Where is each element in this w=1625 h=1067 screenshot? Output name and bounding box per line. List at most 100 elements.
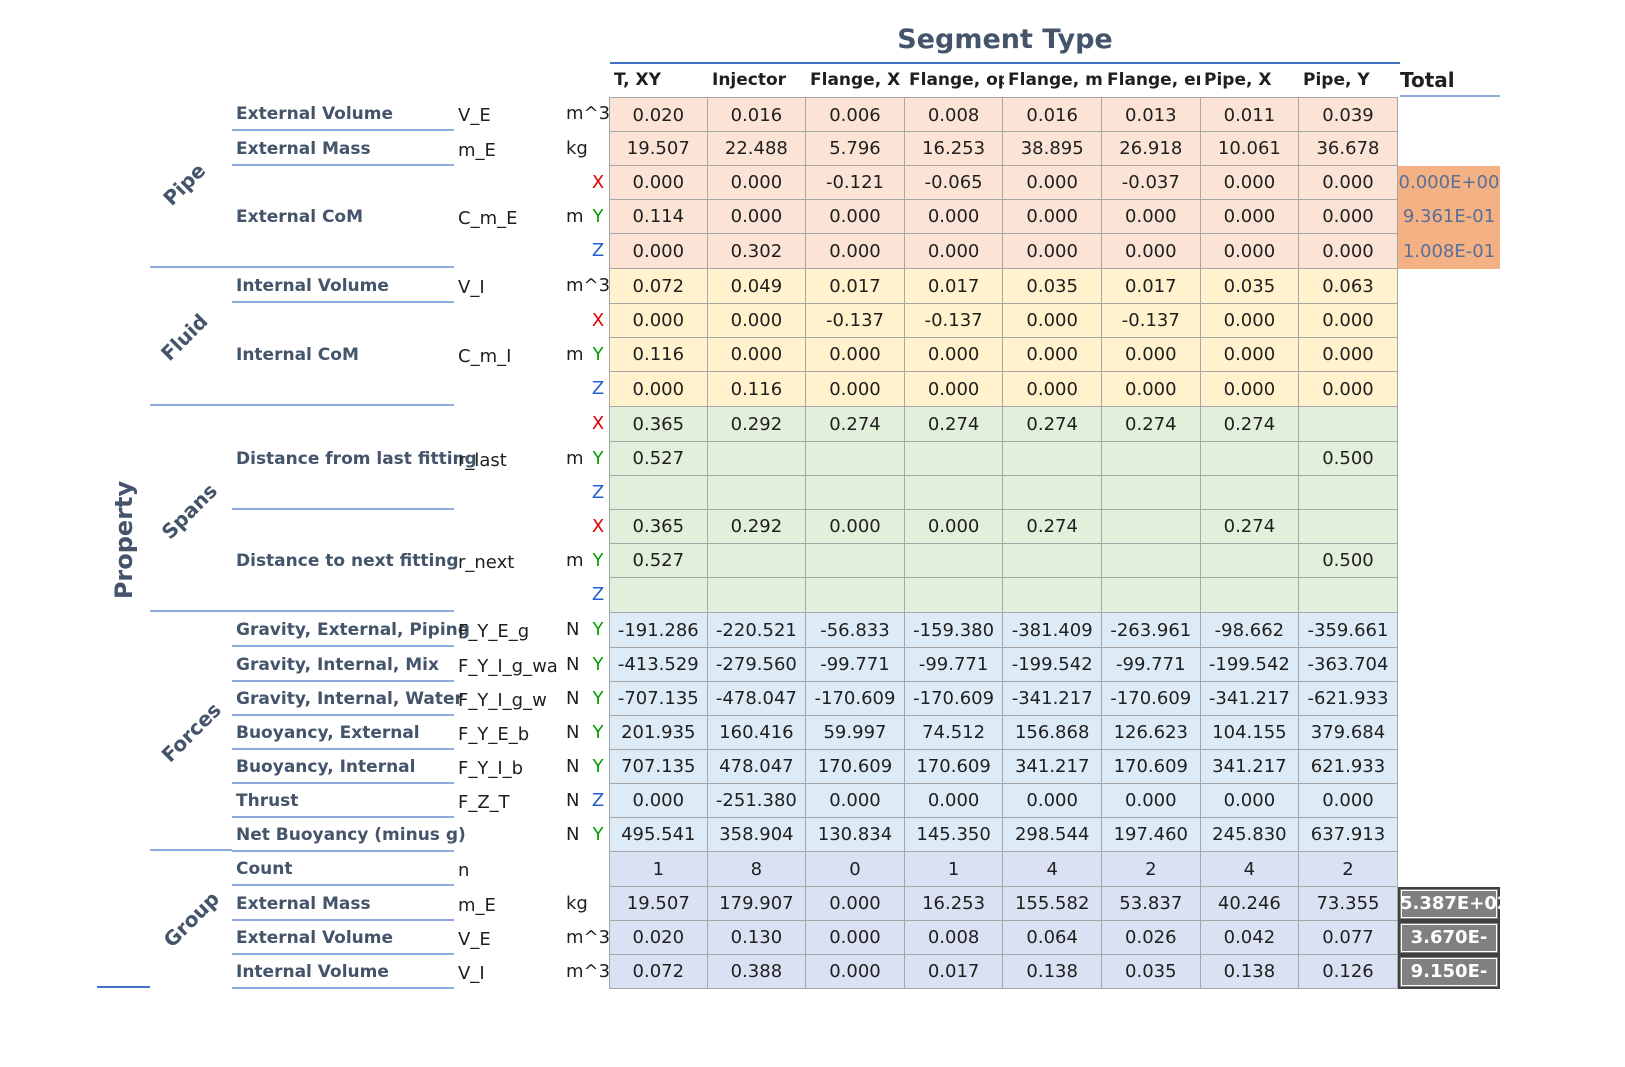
table-cell[interactable] [1003,442,1102,476]
table-cell[interactable]: -170.609 [1102,682,1201,716]
table-cell[interactable]: 0.000 [609,784,708,818]
table-cell[interactable]: 0.035 [1102,955,1201,989]
table-cell[interactable]: 0.274 [806,407,905,442]
table-cell[interactable]: 707.135 [609,750,708,784]
table-cell[interactable]: 0.388 [707,955,807,989]
table-cell[interactable]: 4 [1200,852,1300,887]
table-cell[interactable]: 0.000 [609,304,708,338]
table-cell[interactable] [1299,578,1398,613]
table-cell[interactable] [1299,407,1398,442]
table-cell[interactable]: -170.609 [904,682,1004,716]
table-cell[interactable]: 0.000 [1200,784,1300,818]
table-cell[interactable]: 341.217 [1003,750,1102,784]
table-cell[interactable]: 0 [806,852,905,887]
table-cell[interactable]: -707.135 [609,682,708,716]
table-cell[interactable]: 0.000 [1299,200,1398,234]
table-cell[interactable]: 0.000 [806,784,905,818]
total-cell[interactable]: 0.000E+00 [1398,166,1500,200]
table-cell[interactable]: 0.500 [1299,442,1398,476]
total-cell[interactable]: 9.150E-01 [1398,955,1500,1012]
table-cell[interactable]: 0.000 [1200,338,1300,372]
table-cell[interactable]: 10.061 [1200,132,1300,166]
table-cell[interactable]: 0.064 [1003,921,1102,955]
table-cell[interactable]: 0.274 [1200,510,1300,544]
table-cell[interactable]: -199.542 [1200,648,1300,682]
table-cell[interactable]: 0.000 [1102,338,1201,372]
table-cell[interactable]: 145.350 [904,818,1004,852]
table-cell[interactable]: 0.274 [1003,407,1102,442]
table-cell[interactable]: 36.678 [1299,132,1398,166]
table-cell[interactable]: 0.000 [707,166,807,200]
table-cell[interactable]: -0.137 [904,304,1004,338]
table-cell[interactable]: -341.217 [1003,682,1102,716]
table-cell[interactable]: 16.253 [904,132,1004,166]
table-cell[interactable]: 0.000 [1003,234,1102,269]
table-cell[interactable]: 0.000 [904,234,1004,269]
table-cell[interactable]: 0.000 [1200,234,1300,269]
table-cell[interactable]: 0.000 [1102,784,1201,818]
table-cell[interactable]: 358.904 [707,818,807,852]
table-cell[interactable]: 0.000 [1200,372,1300,407]
table-cell[interactable]: 0.000 [904,784,1004,818]
total-cell[interactable]: 5.387E+02 [1398,887,1509,921]
table-cell[interactable]: 0.274 [1003,510,1102,544]
table-cell[interactable]: 0.000 [904,338,1004,372]
table-cell[interactable]: 0.000 [806,510,905,544]
table-cell[interactable]: -363.704 [1299,648,1398,682]
table-cell[interactable]: 0.365 [609,407,708,442]
table-cell[interactable]: 379.684 [1299,716,1398,750]
table-cell[interactable]: 0.000 [806,887,905,921]
table-cell[interactable]: -0.065 [904,166,1004,200]
table-cell[interactable]: -99.771 [1102,648,1201,682]
table-cell[interactable]: -191.286 [609,613,708,648]
table-cell[interactable]: 0.017 [904,955,1004,989]
table-cell[interactable] [904,476,1004,510]
table-cell[interactable] [707,544,807,578]
table-cell[interactable]: 40.246 [1200,887,1300,921]
table-cell[interactable]: 5.796 [806,132,905,166]
table-cell[interactable]: 26.918 [1102,132,1201,166]
table-cell[interactable] [1200,578,1300,613]
table-cell[interactable]: 298.544 [1003,818,1102,852]
table-cell[interactable]: -0.121 [806,166,905,200]
table-cell[interactable]: 0.008 [904,97,1004,132]
table-cell[interactable]: 0.138 [1003,955,1102,989]
table-cell[interactable]: 0.042 [1200,921,1300,955]
table-cell[interactable]: 0.000 [1003,338,1102,372]
table-cell[interactable]: 0.000 [904,372,1004,407]
table-cell[interactable]: 0.130 [707,921,807,955]
table-cell[interactable]: 74.512 [904,716,1004,750]
table-cell[interactable]: 1 [904,852,1004,887]
table-cell[interactable]: 0.000 [1200,166,1300,200]
table-cell[interactable]: 0.013 [1102,97,1201,132]
table-cell[interactable]: 0.063 [1299,269,1398,304]
table-cell[interactable]: 0.000 [806,234,905,269]
table-cell[interactable] [1200,544,1300,578]
table-cell[interactable]: 0.000 [1200,304,1300,338]
table-cell[interactable]: 0.000 [806,955,905,989]
table-cell[interactable]: 170.609 [1102,750,1201,784]
table-cell[interactable]: 22.488 [707,132,807,166]
table-cell[interactable]: 201.935 [609,716,708,750]
table-cell[interactable] [806,578,905,613]
table-cell[interactable]: -199.542 [1003,648,1102,682]
table-cell[interactable]: 0.000 [904,200,1004,234]
table-cell[interactable] [904,544,1004,578]
table-cell[interactable]: 0.000 [806,372,905,407]
table-cell[interactable]: 0.035 [1003,269,1102,304]
table-cell[interactable] [707,442,807,476]
table-cell[interactable]: 179.907 [707,887,807,921]
table-cell[interactable] [609,578,708,613]
table-cell[interactable]: 0.035 [1200,269,1300,304]
table-cell[interactable]: 0.017 [904,269,1004,304]
table-cell[interactable]: 0.006 [806,97,905,132]
table-cell[interactable] [1102,476,1201,510]
table-cell[interactable]: 104.155 [1200,716,1300,750]
table-cell[interactable]: 0.000 [1299,166,1398,200]
table-cell[interactable]: 0.020 [609,921,708,955]
table-cell[interactable] [1102,510,1201,544]
table-cell[interactable]: 0.000 [1299,338,1398,372]
table-cell[interactable]: 0.116 [707,372,807,407]
table-cell[interactable]: 0.017 [1102,269,1201,304]
table-cell[interactable]: 0.116 [609,338,708,372]
